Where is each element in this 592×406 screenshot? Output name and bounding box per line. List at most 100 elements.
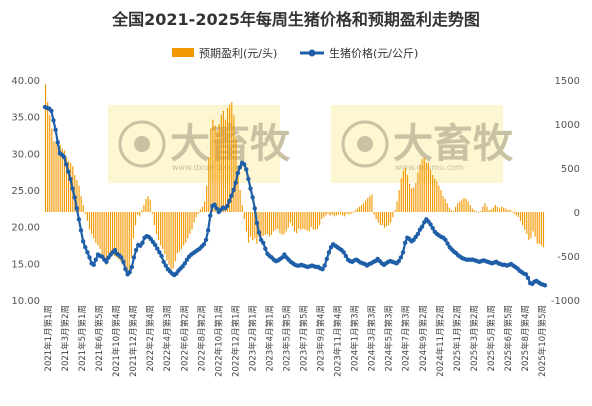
profit-bar <box>264 212 266 235</box>
x-tick-label: 2024年5月第3周 <box>384 305 395 371</box>
profit-bar <box>101 212 103 255</box>
profit-bar <box>268 212 270 237</box>
profit-bar <box>216 131 218 212</box>
profit-bar <box>266 212 268 234</box>
x-tick-label: 2023年2月第1周 <box>247 305 258 371</box>
profit-bar <box>478 212 480 213</box>
x-tick-label: 2025年1月第2周 <box>452 305 463 371</box>
profit-bar <box>438 185 440 212</box>
profit-bar <box>404 168 406 212</box>
profit-bar <box>80 196 82 212</box>
profit-bar <box>377 212 379 223</box>
profit-bar <box>279 212 281 234</box>
profit-bar <box>147 196 149 212</box>
profit-bar <box>281 212 283 235</box>
profit-bar <box>189 212 191 234</box>
profit-bar <box>233 115 235 212</box>
profit-bar <box>95 212 97 243</box>
profit-bar <box>103 212 105 262</box>
profit-bar <box>494 204 496 212</box>
profit-bar <box>260 212 262 237</box>
price-point <box>127 269 132 275</box>
profit-bar <box>356 208 358 212</box>
profit-bar <box>195 212 197 218</box>
profit-bar <box>164 212 166 255</box>
profit-bar <box>275 212 277 230</box>
profit-bar <box>371 194 373 212</box>
profit-bar <box>174 212 176 262</box>
profit-bar <box>434 178 436 212</box>
profit-bar <box>457 203 459 212</box>
profit-bar <box>536 212 538 244</box>
profit-bar <box>427 162 429 212</box>
x-tick-label: 2023年9月第4周 <box>316 305 327 371</box>
profit-bar <box>283 212 285 234</box>
profit-bar <box>130 212 132 258</box>
chart-title: 全国2021-2025年每周生猪价格和预期盈利走势图 <box>111 10 480 29</box>
profit-bar <box>204 201 206 212</box>
price-point <box>53 127 58 133</box>
profit-bar <box>134 212 137 226</box>
x-tick-label: 2024年1月第3周 <box>350 305 361 371</box>
profit-bar <box>490 209 492 212</box>
profit-bar <box>76 180 78 212</box>
profit-bar <box>149 199 151 212</box>
profit-bar <box>45 84 47 212</box>
price-point <box>233 180 238 185</box>
profit-bar <box>482 206 484 212</box>
profit-bar <box>398 190 400 212</box>
profit-bar <box>222 110 224 212</box>
profit-bar <box>325 212 327 216</box>
price-point <box>68 176 73 182</box>
profit-bar <box>99 212 101 249</box>
profit-bar <box>517 212 519 218</box>
watermark-logo-dot <box>134 136 150 152</box>
profit-bar <box>501 206 503 212</box>
price-point <box>227 198 232 204</box>
profit-bar <box>350 212 352 214</box>
profit-bar <box>417 172 419 212</box>
profit-bar <box>425 162 427 212</box>
price-point <box>152 242 158 248</box>
price-point <box>78 228 84 233</box>
price-point <box>161 259 166 265</box>
price-point <box>72 195 77 200</box>
profit-bar <box>312 212 314 230</box>
profit-bar <box>306 212 308 231</box>
legend-bar-label: 预期盈利(元/头) <box>199 47 277 60</box>
profit-bar <box>206 185 208 212</box>
profit-bar <box>459 201 461 212</box>
profit-bar <box>162 212 164 249</box>
profit-bar <box>193 212 195 223</box>
x-tick-label: 2023年5月第5周 <box>281 305 292 371</box>
profit-bar <box>442 196 444 212</box>
profit-bar <box>145 198 147 212</box>
profit-bar <box>105 212 107 265</box>
profit-bar <box>128 212 130 272</box>
profit-bar <box>346 212 348 214</box>
profit-bar <box>126 212 128 274</box>
profit-bar <box>218 124 220 212</box>
price-point <box>523 272 529 277</box>
profit-bar <box>388 212 390 226</box>
profit-bar <box>262 212 264 236</box>
price-point <box>396 258 402 264</box>
price-point <box>104 259 109 265</box>
profit-bar <box>151 212 153 214</box>
x-tick-label: 2023年4月第1周 <box>264 305 275 371</box>
profit-bar <box>496 206 499 212</box>
y-right-tick-label: -500 <box>557 252 580 263</box>
price-point <box>542 283 548 288</box>
price-point <box>91 262 96 267</box>
price-point <box>80 239 86 244</box>
profit-bar <box>49 115 51 212</box>
profit-bar <box>511 211 513 212</box>
profit-bar <box>124 212 126 270</box>
profit-bar <box>455 206 457 212</box>
price-point <box>212 202 217 207</box>
price-point <box>140 240 145 245</box>
profit-bar <box>296 212 298 234</box>
price-point <box>445 241 450 246</box>
profit-bar <box>245 212 247 232</box>
